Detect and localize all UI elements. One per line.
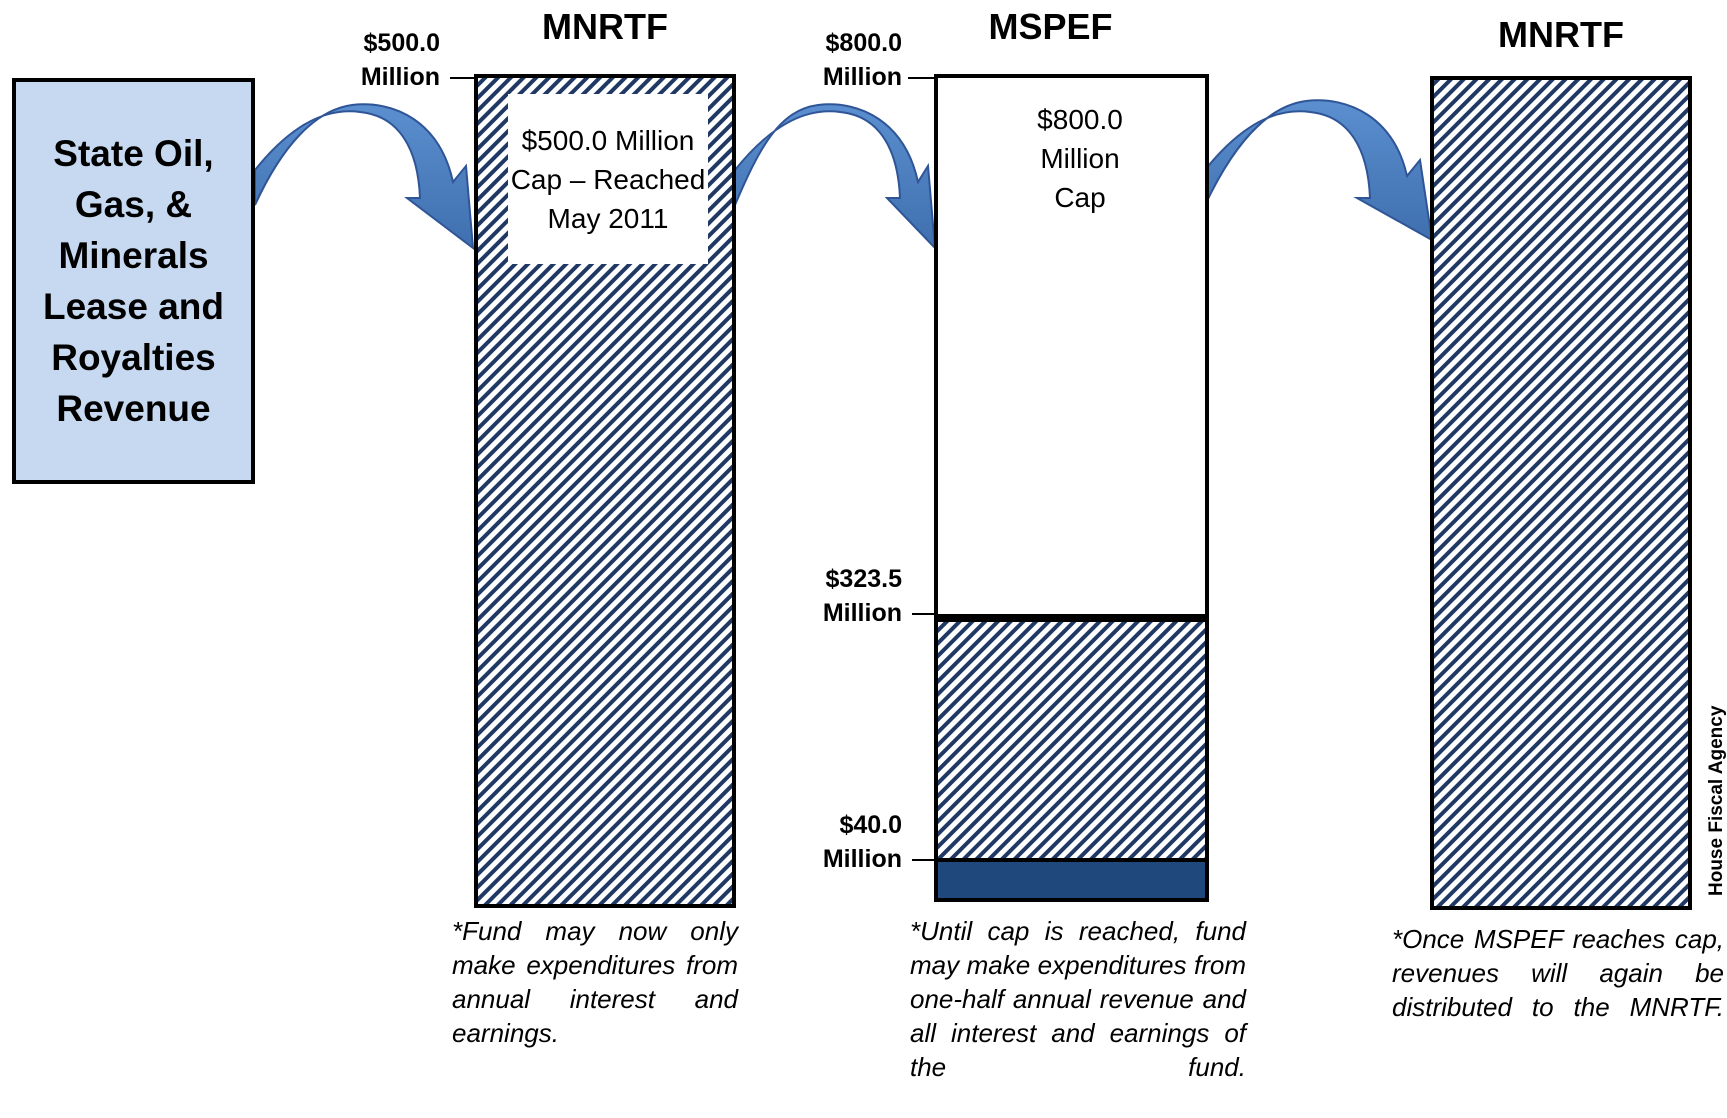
revenue-source-label: State Oil, Gas, & Minerals Lease and Roy… [43, 133, 224, 429]
revenue-source-box: State Oil, Gas, & Minerals Lease and Roy… [12, 78, 255, 484]
mspef-balance-bar [934, 618, 1209, 862]
flow-arrow-3 [1204, 99, 1434, 242]
mspef-cap-label-box: $800.0 Million Cap [1020, 96, 1140, 220]
diagram-canvas [254, 74, 1692, 910]
mspef-title: MSPEF [988, 6, 1113, 47]
mnrtf-right-column [1430, 76, 1692, 910]
source-watermark: House Fiscal Agency [1706, 705, 1727, 896]
mnrtf-left-note: *Fund may now only make expenditures fro… [452, 916, 738, 1048]
mnrtf-left-title: MNRTF [542, 6, 668, 47]
mspef-cap-label: $800.0 Million Cap [1037, 103, 1123, 213]
mnrtf-cap-label-box: $500.0 Million Cap – Reached May 2011 [508, 94, 708, 264]
mspef-floor-level-label: $40.0 Million [822, 811, 902, 873]
mspef-note: *Until cap is reached, fund may make exp… [910, 916, 1246, 1082]
mnrtf-cap-level-label: $500.0 Million [360, 29, 440, 91]
mnrtf-right-note: *Once MSPEF reaches cap, revenues will a… [1392, 924, 1724, 1022]
mnrtf-cap-label: $500.0 Million Cap – Reached May 2011 [510, 124, 706, 234]
flow-arrow-2 [734, 103, 937, 251]
flow-arrow-1 [254, 103, 475, 251]
mspef-floor-bar [934, 858, 1209, 902]
mspef-cap-level-label: $800.0 Million [822, 29, 902, 91]
mnrtf-right-title: MNRTF [1498, 14, 1624, 55]
mspef-current-level-label: $323.5 Million [822, 565, 902, 627]
